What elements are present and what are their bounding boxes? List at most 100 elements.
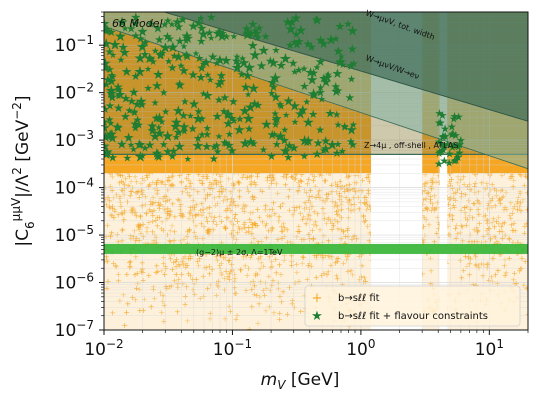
fit-point: + <box>226 302 233 311</box>
flavour-point: ★ <box>175 128 184 139</box>
fit-point: + <box>150 166 157 175</box>
fit-point: + <box>153 268 160 277</box>
fit-point: + <box>476 219 483 228</box>
fit-point: + <box>193 221 200 230</box>
fit-point: + <box>488 168 495 177</box>
fit-point: + <box>349 185 356 194</box>
fit-point: + <box>109 186 116 195</box>
fit-point: + <box>127 187 134 196</box>
fit-point: + <box>461 203 468 212</box>
fit-point: + <box>255 163 262 172</box>
fit-point: + <box>139 189 146 198</box>
flavour-point: ★ <box>137 98 148 112</box>
flavour-point: ★ <box>321 70 334 86</box>
fit-point: + <box>427 279 434 288</box>
fit-point: + <box>267 286 274 295</box>
fit-point: + <box>214 281 221 290</box>
fit-point: + <box>345 232 352 241</box>
fit-point: + <box>325 189 332 198</box>
flavour-point: ★ <box>313 63 321 74</box>
fit-point: + <box>140 220 147 229</box>
fit-point: + <box>248 239 255 248</box>
fit-point: + <box>346 186 353 195</box>
fit-point: + <box>160 291 167 300</box>
fit-point: + <box>342 232 349 241</box>
fit-point: + <box>424 162 431 171</box>
flavour-point: ★ <box>240 80 252 95</box>
flavour-point: ★ <box>166 39 179 56</box>
fit-point: + <box>305 196 312 205</box>
fit-point: + <box>303 203 310 212</box>
flavour-point: ★ <box>241 28 254 44</box>
fit-point: + <box>277 165 284 174</box>
fit-point: + <box>109 309 116 318</box>
flavour-point: ★ <box>172 49 184 65</box>
fit-point: + <box>195 167 202 176</box>
fit-point: + <box>487 186 494 195</box>
legend: + b→sℓℓ fit ★ b→sℓℓ fit + flavour constr… <box>304 285 521 327</box>
flavour-point: ★ <box>340 120 350 133</box>
fit-point: + <box>222 224 229 233</box>
flavour-point: ★ <box>320 141 332 157</box>
flavour-point: ★ <box>178 64 190 79</box>
fit-point: + <box>155 176 162 185</box>
fit-point: + <box>242 262 249 271</box>
fit-point: + <box>266 302 273 311</box>
fit-point: + <box>133 177 140 186</box>
fit-point: + <box>495 266 502 275</box>
fit-point: + <box>338 193 345 202</box>
fit-point: + <box>472 260 479 269</box>
flavour-point: ★ <box>272 138 282 151</box>
fit-point: + <box>233 315 240 324</box>
fit-point: + <box>245 223 252 232</box>
fit-point: + <box>207 184 214 193</box>
fit-point: + <box>478 260 485 269</box>
fit-point: + <box>169 167 176 176</box>
flavour-point: ★ <box>304 65 316 81</box>
fit-point: + <box>249 223 256 232</box>
flavour-point: ★ <box>188 122 198 136</box>
fit-point: + <box>345 198 352 207</box>
flavour-point: ★ <box>315 33 327 48</box>
fit-point: + <box>182 300 189 309</box>
fit-point: + <box>138 267 145 276</box>
flavour-point: ★ <box>291 117 299 128</box>
fit-point: + <box>253 181 260 190</box>
flavour-point: ★ <box>186 111 194 122</box>
fit-point: + <box>186 191 193 200</box>
fit-point: + <box>335 224 342 233</box>
fit-point: + <box>135 221 142 230</box>
fit-point: + <box>428 185 435 194</box>
fit-point: + <box>337 177 344 186</box>
flavour-point: ★ <box>294 23 307 39</box>
fit-point: + <box>353 162 360 171</box>
fit-point: + <box>421 182 428 191</box>
fit-point: + <box>518 207 525 216</box>
fit-point: + <box>183 259 190 268</box>
fit-point: + <box>453 188 460 197</box>
fit-point: + <box>183 183 190 192</box>
fit-point: + <box>485 260 492 269</box>
fit-point: + <box>451 194 458 203</box>
fit-point: + <box>182 292 189 301</box>
fit-point: + <box>129 204 136 213</box>
flavour-point: ★ <box>222 32 231 43</box>
fit-point: + <box>222 254 229 263</box>
flavour-point: ★ <box>180 126 189 137</box>
fit-point: + <box>266 206 273 215</box>
fit-point: + <box>213 167 220 176</box>
flavour-point: ★ <box>180 29 193 45</box>
fit-point: + <box>149 207 156 216</box>
fit-point: + <box>254 205 261 214</box>
flavour-point: ★ <box>105 44 115 58</box>
flavour-point: ★ <box>130 117 141 131</box>
fit-point: + <box>193 200 200 209</box>
fit-point: + <box>166 282 173 291</box>
fit-point: + <box>291 206 298 215</box>
fit-point: + <box>321 214 328 223</box>
fit-point: + <box>423 162 430 171</box>
fit-point: + <box>136 285 143 294</box>
flavour-point: ★ <box>337 52 345 62</box>
fit-point: + <box>361 218 368 227</box>
fit-point: + <box>104 166 111 175</box>
